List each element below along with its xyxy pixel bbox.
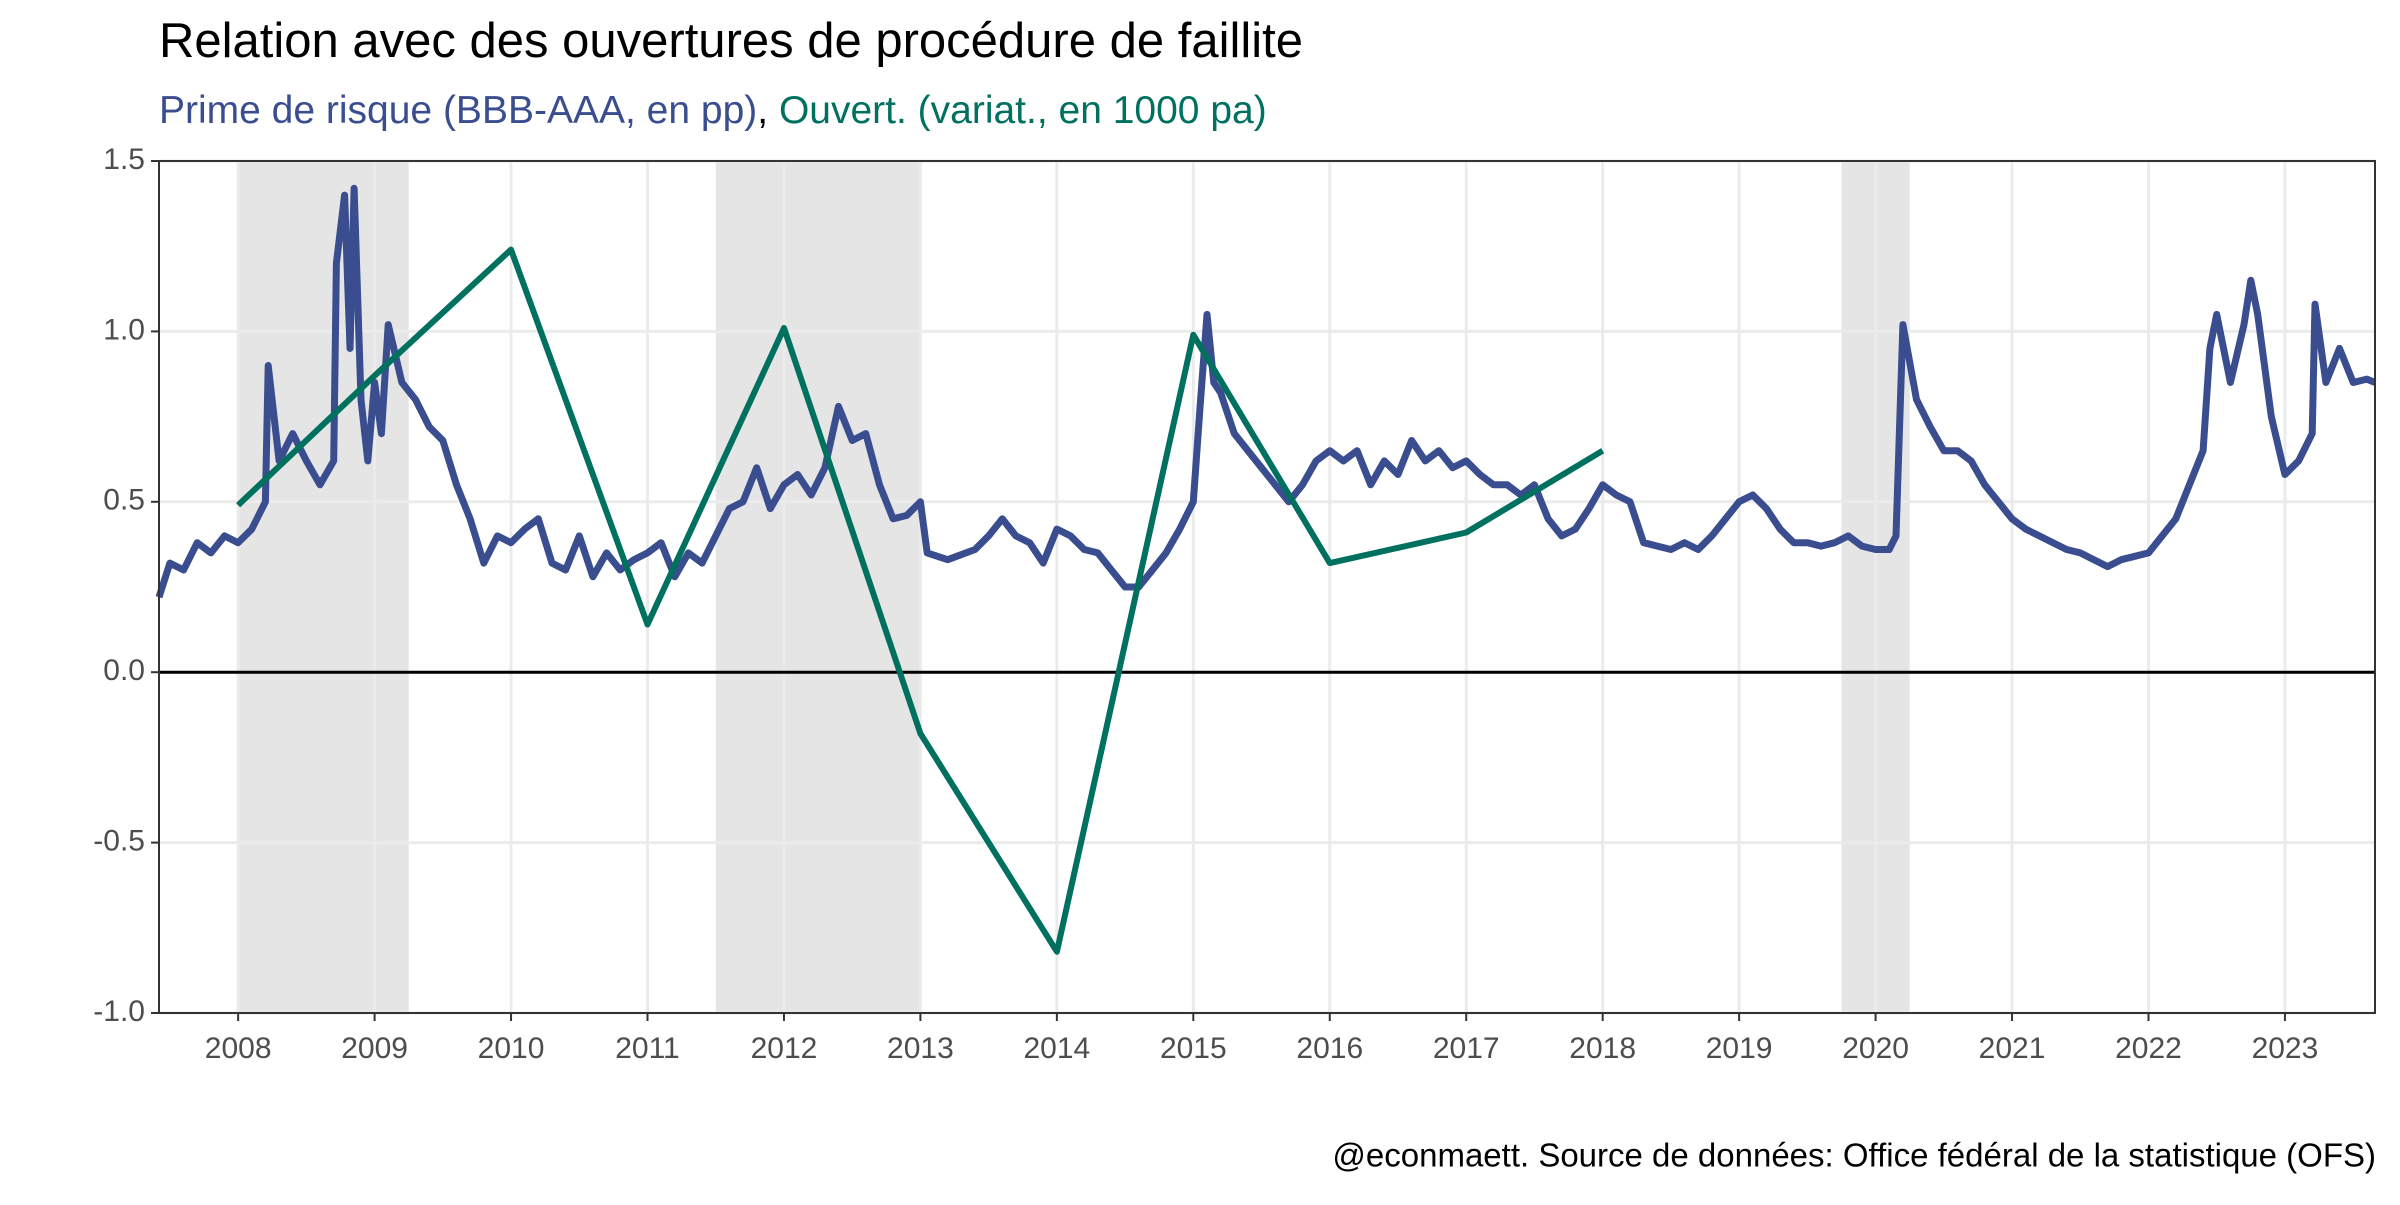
y-tick-label: 1.5	[103, 143, 145, 176]
x-tick-label: 2011	[615, 1032, 680, 1065]
panel-border	[158, 160, 2376, 1014]
chart-subtitle: Prime de risque (BBB-AAA, en pp), Ouvert…	[159, 89, 1267, 132]
x-tick-label: 2021	[1979, 1032, 2046, 1065]
y-tick-label: -0.5	[93, 825, 145, 858]
y-tick-label: 0.0	[103, 654, 145, 687]
x-tick-label: 2023	[2252, 1032, 2319, 1065]
x-tick-label: 2020	[1842, 1032, 1909, 1065]
x-tick-label: 2012	[751, 1032, 818, 1065]
series-line	[236, 246, 1605, 955]
x-tick-label: 2022	[2115, 1032, 2182, 1065]
subtitle-part: ,	[757, 89, 768, 132]
x-tick-label: 2008	[205, 1032, 272, 1065]
x-tick-label: 2019	[1706, 1032, 1773, 1065]
x-tick-label: 2018	[1569, 1032, 1636, 1065]
x-tick-label: 2017	[1433, 1032, 1500, 1065]
caption: @econmaett. Source de données: Office fé…	[1332, 1137, 2376, 1174]
shaded-period	[238, 161, 409, 1013]
x-tick-label: 2010	[478, 1032, 545, 1065]
x-tick-label: 2016	[1296, 1032, 1363, 1065]
x-tick-label: 2014	[1023, 1032, 1090, 1065]
shaded-period	[715, 161, 921, 1013]
series-line	[155, 184, 2377, 599]
x-tick-label: 2013	[887, 1032, 954, 1065]
y-tick-label: 0.5	[103, 484, 145, 517]
x-tick-label: 2009	[341, 1032, 408, 1065]
subtitle-part: Prime de risque (BBB-AAA, en pp)	[159, 89, 757, 132]
subtitle-part: Ouvert. (variat., en 1000 pa)	[768, 89, 1267, 132]
x-tick-label: 2015	[1160, 1032, 1227, 1065]
y-tick-label: -1.0	[93, 995, 145, 1028]
chart-title: Relation avec des ouvertures de procédur…	[159, 14, 1303, 68]
y-tick-label: 1.0	[103, 313, 145, 346]
